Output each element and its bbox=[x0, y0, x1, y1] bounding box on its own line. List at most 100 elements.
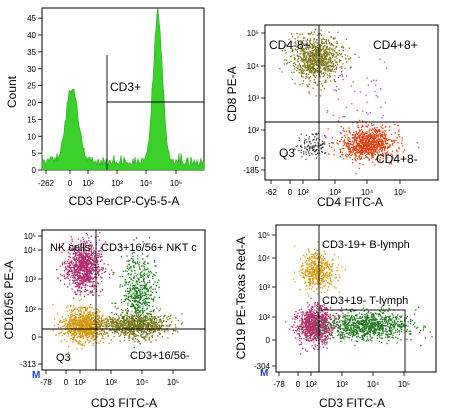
cd3-cd16-event bbox=[87, 275, 89, 277]
cd4-cd8-event bbox=[319, 80, 321, 83]
cd3-cd16-event bbox=[108, 277, 111, 279]
cd4-cd8-event bbox=[301, 76, 303, 78]
cd3-cd16-event bbox=[83, 319, 85, 322]
cd3-cd16-event bbox=[78, 340, 80, 342]
cd3-cd16-event bbox=[78, 273, 80, 275]
cd4-cd8-event bbox=[337, 98, 340, 100]
cd4-cd8-event bbox=[332, 38, 334, 40]
cd4-cd8-event bbox=[381, 141, 383, 143]
cd4-cd8-event bbox=[349, 149, 352, 151]
cd3-cd16-event bbox=[148, 270, 150, 273]
cd3-cd16-event bbox=[79, 263, 81, 265]
cd4-cd8-event bbox=[372, 147, 374, 149]
cd3-cd16-event bbox=[151, 315, 153, 317]
cd4-cd8-event bbox=[375, 146, 377, 148]
cd4-cd8-event bbox=[365, 147, 367, 149]
cd3-cd16-event bbox=[121, 324, 123, 326]
cd4-cd8-event bbox=[384, 149, 386, 151]
cd4-cd8-event bbox=[321, 54, 323, 56]
cd4-cd8-event bbox=[384, 141, 386, 143]
cd3-cd16-event bbox=[83, 273, 85, 275]
cd4-cd8-event bbox=[363, 148, 365, 150]
cd4-cd8-event bbox=[322, 68, 324, 70]
cd3-cd16-event bbox=[75, 334, 77, 336]
cd4-cd8-event bbox=[384, 140, 387, 142]
cd3-cd16-event bbox=[152, 300, 155, 302]
cd4-cd8-event bbox=[327, 128, 329, 130]
cd4-cd8-event bbox=[377, 158, 379, 160]
cd3-cd16-event bbox=[83, 240, 85, 242]
cd3-cd16-event bbox=[88, 334, 90, 336]
cd3-cd16-event bbox=[130, 296, 132, 298]
cd4-cd8-event bbox=[338, 61, 340, 63]
cd4-cd8-event bbox=[310, 62, 312, 64]
cd3-cd16-event bbox=[72, 264, 74, 266]
cd3-cd16-event bbox=[126, 315, 128, 317]
cd3-cd16-event bbox=[80, 328, 82, 331]
cd3-cd16-event bbox=[147, 327, 149, 329]
cd4-cd8-event bbox=[352, 134, 355, 136]
cd3-cd16-event bbox=[78, 342, 80, 344]
cd4-cd8-event bbox=[344, 139, 346, 141]
cd3-cd16-event bbox=[150, 297, 152, 300]
cd3-cd16-event bbox=[93, 280, 95, 283]
cd3-cd16-event bbox=[73, 267, 75, 270]
cd4-cd8-event bbox=[314, 71, 317, 73]
cd3-cd16-event bbox=[64, 326, 67, 328]
cd4-cd8-event bbox=[364, 141, 366, 143]
cd3-cd16-event bbox=[91, 262, 94, 264]
cd3-cd16-event bbox=[76, 269, 78, 271]
cd4-cd8-event bbox=[372, 137, 375, 139]
cd4-cd8-event bbox=[325, 62, 327, 64]
cd4-cd8-event bbox=[303, 56, 305, 58]
cd4-cd8-event bbox=[291, 49, 293, 51]
cd3-cd16-event bbox=[78, 256, 80, 259]
cd3-cd16-event bbox=[136, 262, 139, 264]
cd3-cd16-event bbox=[67, 326, 69, 328]
cd4-cd8-event bbox=[381, 153, 383, 156]
cd3-cd16-event bbox=[72, 275, 75, 277]
cd4-cd8-event bbox=[344, 136, 347, 138]
cd3-cd16-event bbox=[78, 324, 80, 326]
cd3-cd16-event bbox=[133, 314, 135, 316]
cd3-cd16-event bbox=[66, 332, 68, 334]
cd4-cd8-x-tick-label: 10² bbox=[297, 188, 309, 197]
cd4-cd8-event bbox=[325, 72, 327, 74]
cd3-cd16-event bbox=[65, 267, 67, 269]
cd3-cd16-event bbox=[92, 343, 94, 345]
cd3-cd16-event bbox=[133, 319, 135, 321]
cd3-cd16-event bbox=[140, 335, 142, 337]
cd3-cd16-event bbox=[150, 341, 152, 343]
cd4-cd8-event bbox=[294, 83, 296, 85]
cd3-cd16-event bbox=[134, 290, 136, 292]
cd4-cd8-event bbox=[332, 37, 335, 39]
cd3-cd16-event bbox=[86, 326, 88, 328]
cd3-cd16-event bbox=[87, 311, 89, 313]
cd4-cd8-event bbox=[384, 135, 387, 137]
cd3-cd16-event bbox=[85, 322, 87, 324]
cd3-cd16-event bbox=[87, 329, 90, 331]
cd3-cd16-event bbox=[90, 277, 92, 279]
cd4-cd8-event bbox=[308, 76, 310, 79]
cd3-cd16-event bbox=[117, 320, 119, 322]
cd3-cd16-event bbox=[80, 327, 82, 329]
cd4-cd8-event bbox=[323, 42, 326, 44]
cd3-cd16-event bbox=[85, 275, 87, 277]
cd4-cd8-event bbox=[364, 133, 366, 136]
cd3-cd16-event bbox=[86, 276, 88, 278]
cd4-cd8-event bbox=[326, 53, 328, 55]
cd3-cd16-event bbox=[86, 317, 88, 319]
cd3-cd16-event bbox=[69, 268, 72, 270]
cd4-cd8-event bbox=[345, 106, 348, 109]
cd3-cd16-event bbox=[155, 325, 157, 328]
cd4-cd8-event bbox=[330, 52, 333, 55]
cd4-cd8-event bbox=[326, 111, 328, 113]
cd4-cd8-event bbox=[354, 158, 356, 160]
cd4-cd8-event bbox=[331, 43, 333, 46]
cd3-cd16-event bbox=[87, 317, 90, 320]
cd4-cd8-event bbox=[313, 62, 316, 64]
cd4-cd8-event bbox=[309, 39, 312, 42]
cd3-cd16-event bbox=[77, 290, 79, 292]
cd4-cd8-event bbox=[356, 143, 358, 145]
cd3-cd16-event bbox=[79, 331, 82, 333]
